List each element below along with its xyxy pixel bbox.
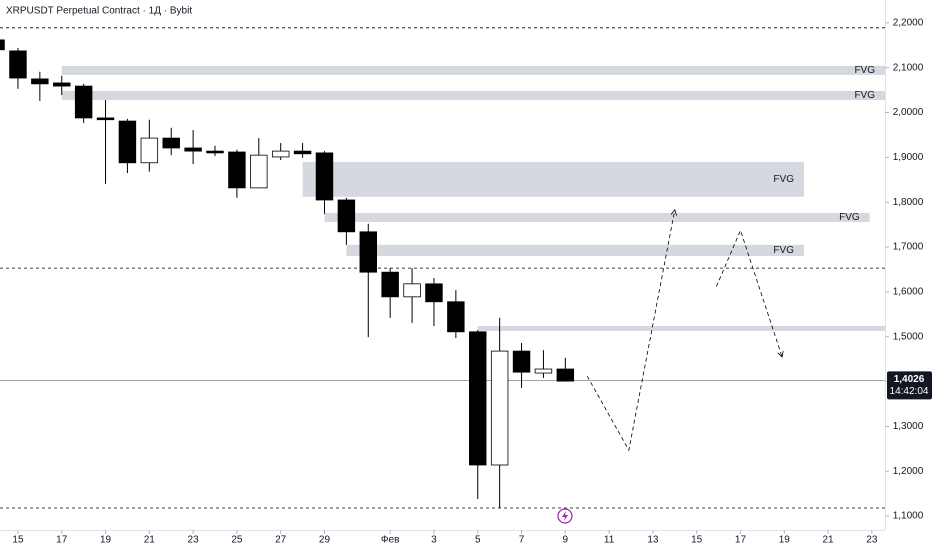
y-tick-label: 2,1000 [893,62,924,73]
candle-body [184,147,202,152]
fvg-zone [346,244,804,257]
y-tick-label: 1,9000 [893,152,924,163]
x-tick-label: 5 [475,535,481,546]
candle-body [534,368,553,374]
x-tick-label: 19 [779,535,791,546]
candle-body [556,368,575,382]
x-tick-label: Фев [381,535,399,546]
candle-body [337,199,356,233]
x-tick-label: 23 [188,535,200,546]
x-tick-label: 17 [56,535,68,546]
fvg-label: FVG [854,65,875,76]
x-tick-label: 23 [866,535,878,546]
x-tick-label: 27 [275,535,287,546]
candle-body [425,283,443,303]
last-price-box [887,371,932,400]
projection-arrowhead [670,209,678,216]
candle-body [96,117,115,121]
x-tick-label: 9 [563,535,569,546]
projection-path [716,229,783,358]
projection-path [586,209,676,452]
x-tick-label: 19 [100,535,112,546]
y-tick-label: 1,3000 [893,421,924,432]
countdown-label: 14:42:04 [890,386,929,397]
event-icon[interactable] [557,508,573,524]
candle-body [293,150,312,155]
x-tick-label: 29 [319,535,331,546]
fvg-label: FVG [773,174,794,185]
x-tick-label: 13 [647,535,659,546]
x-tick-label: 15 [12,535,24,546]
candle-body [490,350,509,466]
fvg-zone [61,65,885,75]
candle-body [31,78,49,85]
candle-body [53,82,71,87]
fvg-zone [302,161,804,197]
candle-body [271,150,290,158]
fvg-zone [61,91,885,100]
x-tick-label: 17 [735,535,747,546]
projection-arrowhead [777,350,784,358]
candle-body [381,271,399,298]
x-tick-label: 7 [519,535,525,546]
x-tick-label: 21 [144,535,156,546]
x-tick-label: 25 [231,535,243,546]
last-price-label: 1,4026 [894,374,925,385]
candle-body [447,301,465,333]
candle-body [228,151,246,189]
chart-title: XRPUSDT Perpetual Contract · 1Д · Bybit [6,6,192,17]
y-tick-label: 1,2000 [893,466,924,477]
candle-body [118,120,137,164]
x-tick-label: 21 [823,535,835,546]
fvg-zone [477,325,885,331]
fvg-zone [324,212,870,222]
y-tick-label: 1,1000 [893,511,924,522]
candle-body [469,331,487,466]
y-tick-label: 1,6000 [893,287,924,298]
fvg-label: FVG [773,245,794,256]
candle-body [403,283,421,298]
candle-body [512,350,531,373]
y-tick-label: 2,2000 [893,18,924,29]
candle-body [162,137,180,149]
fvg-label: FVG [839,212,860,223]
candle-body [9,50,27,79]
candle-body [359,231,377,273]
candle-body [140,137,159,164]
x-tick-label: 11 [604,535,615,546]
y-tick-label: 2,0000 [893,107,924,118]
candle-body [250,154,268,189]
y-tick-label: 1,5000 [893,331,924,342]
candle-body [74,85,93,119]
y-tick-label: 1,7000 [893,242,924,253]
candle-body [315,152,334,201]
y-tick-label: 1,8000 [893,197,924,208]
candle-body [0,39,5,51]
x-tick-label: 3 [431,535,437,546]
candle-body [206,150,224,154]
plot: FVG FVG FVG FVG FVG [0,27,885,509]
x-tick-label: 15 [691,535,703,546]
fvg-label: FVG [854,90,875,101]
